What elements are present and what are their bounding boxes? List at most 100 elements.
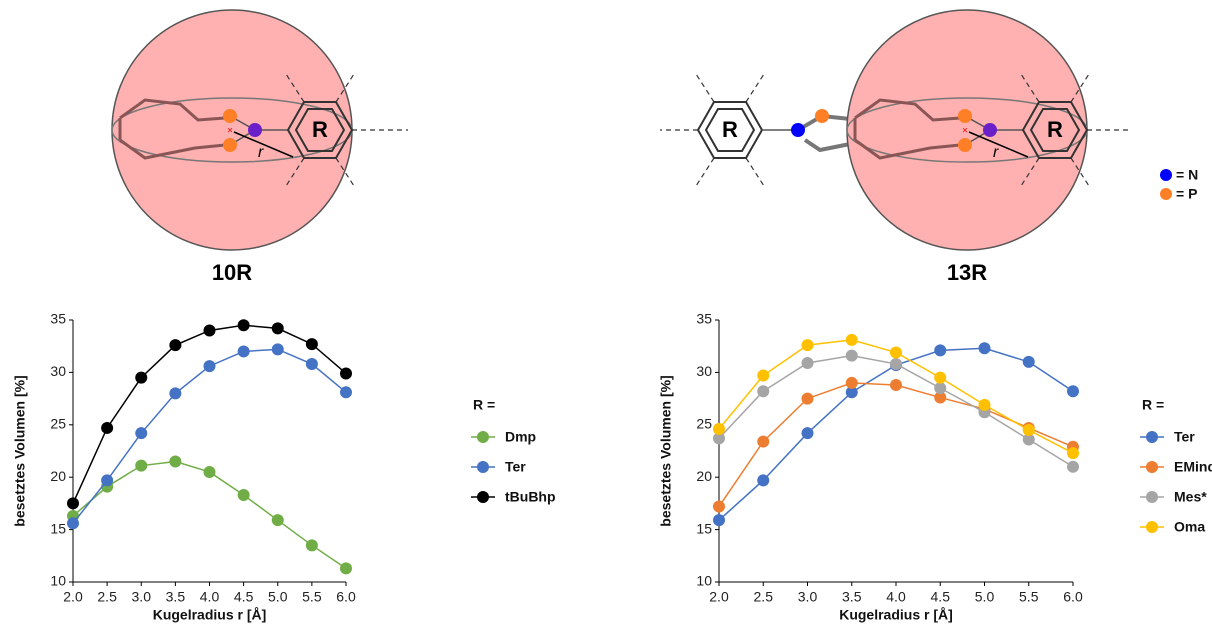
legend-label: Ter xyxy=(1174,429,1195,445)
y-tick-label: 30 xyxy=(50,363,66,379)
radius-label: r xyxy=(258,144,264,161)
data-point xyxy=(934,344,947,357)
ring-label: R xyxy=(722,117,738,142)
data-point xyxy=(101,474,114,487)
x-tick-label: 3.5 xyxy=(842,589,862,605)
x-tick-label: 4.5 xyxy=(931,589,951,605)
legend-marker xyxy=(1146,431,1158,443)
data-point xyxy=(713,514,725,527)
data-point xyxy=(340,562,352,575)
data-point xyxy=(757,369,770,382)
x-tick-label: 6.0 xyxy=(336,589,356,605)
legend-title: R = xyxy=(473,397,495,413)
y-tick-label: 10 xyxy=(50,573,66,589)
legend-marker xyxy=(1146,521,1158,533)
data-point xyxy=(1022,424,1035,437)
legend-label: Ter xyxy=(505,459,526,475)
y-tick-label: 15 xyxy=(50,520,66,536)
ring-label: R xyxy=(1047,117,1063,142)
svg-text:×: × xyxy=(962,126,968,137)
data-point xyxy=(305,358,318,371)
svg-text:×: × xyxy=(227,126,233,137)
data-point xyxy=(801,427,814,440)
data-point xyxy=(890,346,902,359)
atom-label: = N xyxy=(1176,167,1198,183)
x-axis-title: Kugelradius r [Å] xyxy=(839,607,953,623)
series-line xyxy=(718,354,1074,468)
data-point xyxy=(271,343,284,356)
y-axis-title: besetztes Volumen [%] xyxy=(658,375,674,526)
x-tick-label: 2.0 xyxy=(709,589,729,605)
legend-marker xyxy=(1146,461,1158,473)
x-tick-label: 3.0 xyxy=(798,589,818,605)
x-tick-label: 4.0 xyxy=(200,589,220,605)
x-axis-title: Kugelradius r [Å] xyxy=(153,607,267,623)
legend-label: tBuBhp xyxy=(505,489,556,505)
ring-label: R xyxy=(312,117,328,142)
y-tick-label: 20 xyxy=(696,468,712,484)
data-point xyxy=(169,455,182,468)
data-point xyxy=(203,360,216,373)
legend-marker xyxy=(477,491,489,503)
data-point xyxy=(934,371,947,384)
data-point xyxy=(271,514,284,527)
legend-title: R = xyxy=(1142,397,1164,413)
data-point xyxy=(845,376,858,389)
x-tick-label: 3.0 xyxy=(132,589,152,605)
legend-label: Mes* xyxy=(1174,489,1207,505)
x-tick-label: 6.0 xyxy=(1063,589,1083,605)
legend-marker xyxy=(477,431,489,443)
data-point xyxy=(203,324,216,337)
data-point xyxy=(978,398,991,411)
data-point xyxy=(237,319,250,332)
y-tick-label: 35 xyxy=(50,311,66,327)
data-point xyxy=(757,385,770,398)
atom-marker xyxy=(1160,169,1172,181)
data-point xyxy=(169,339,182,352)
data-point xyxy=(845,333,858,346)
compound-label: 10R xyxy=(212,260,252,285)
x-tick-label: 2.0 xyxy=(63,589,83,605)
y-axis-title: besetztes Volumen [%] xyxy=(12,375,28,526)
data-point xyxy=(1022,355,1035,368)
y-tick-label: 15 xyxy=(696,520,712,536)
data-point xyxy=(271,322,284,335)
y-tick-label: 25 xyxy=(50,416,66,432)
y-tick-label: 20 xyxy=(50,468,66,484)
legend-marker xyxy=(477,461,489,473)
diagram-13r: R × R r 13R xyxy=(660,9,1130,285)
data-point xyxy=(67,517,79,530)
x-tick-label: 2.5 xyxy=(97,589,117,605)
radius-label: r xyxy=(993,144,999,161)
legend-label: EMind xyxy=(1174,459,1212,475)
x-tick-label: 5.0 xyxy=(268,589,288,605)
data-point xyxy=(713,422,725,435)
data-point xyxy=(1067,460,1079,473)
x-tick-label: 5.5 xyxy=(1019,589,1039,605)
data-point xyxy=(890,358,902,371)
x-tick-label: 5.5 xyxy=(302,589,322,605)
legend-marker xyxy=(1146,491,1158,503)
y-tick-label: 35 xyxy=(696,311,712,327)
data-point xyxy=(237,489,250,502)
x-tick-label: 2.5 xyxy=(754,589,774,605)
data-point xyxy=(1067,385,1079,398)
data-point xyxy=(1067,447,1079,460)
x-tick-label: 4.0 xyxy=(886,589,906,605)
data-point xyxy=(135,459,148,472)
data-point xyxy=(135,427,148,440)
data-point xyxy=(203,465,216,478)
diagram-10r: × R r 10R xyxy=(111,9,408,285)
legend-label: Oma xyxy=(1174,519,1205,535)
atom-marker xyxy=(1160,188,1172,200)
data-point xyxy=(1022,433,1035,446)
data-point xyxy=(801,392,814,405)
compound-label: 13R xyxy=(947,260,987,285)
data-point xyxy=(845,386,858,399)
data-point xyxy=(713,500,725,513)
data-point xyxy=(757,435,770,448)
series-line xyxy=(72,348,347,524)
data-point xyxy=(978,342,991,355)
data-point xyxy=(67,497,79,510)
